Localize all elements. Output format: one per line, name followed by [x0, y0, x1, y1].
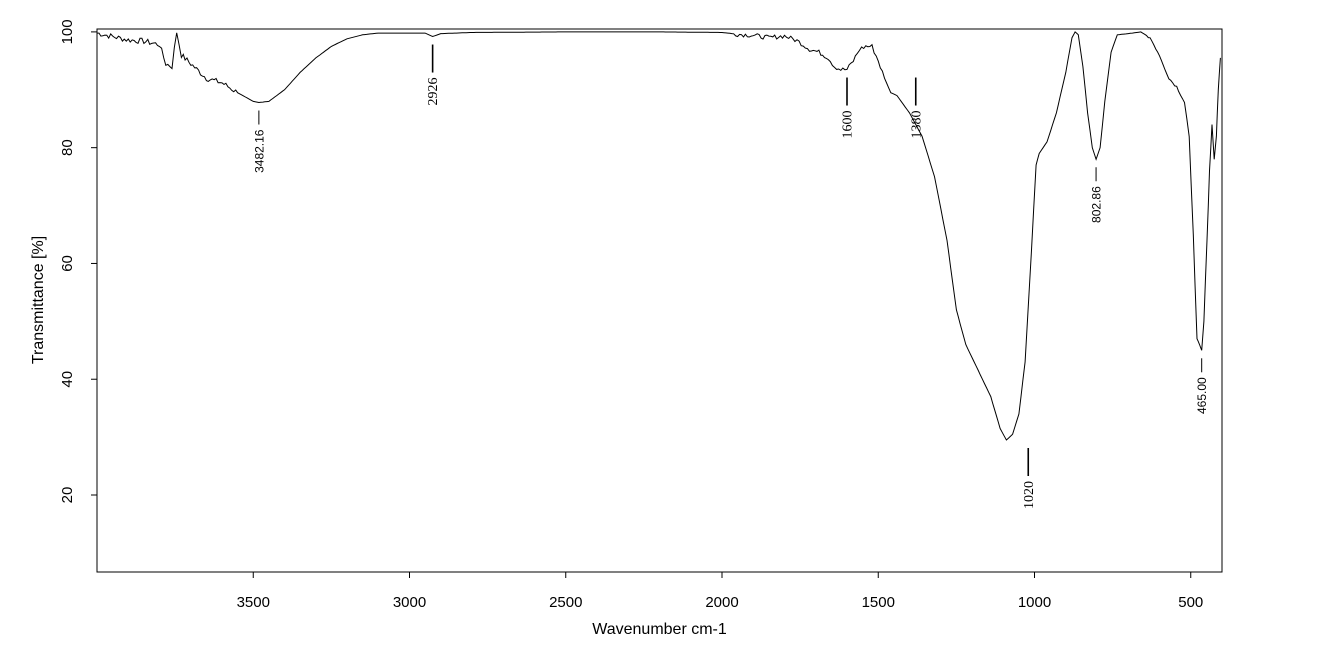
peak-label: 3482.16: [252, 129, 266, 173]
x-tick-label: 3500: [237, 594, 270, 611]
y-tick-label: 40: [59, 371, 76, 388]
y-tick-label: 20: [59, 487, 76, 504]
x-tick-label: 500: [1178, 594, 1203, 611]
y-tick-label: 60: [59, 255, 76, 272]
y-axis-ticks: 20 40 60 80 100: [59, 19, 97, 503]
plot-frame: [96, 28, 1223, 573]
peak-label: 2926: [426, 78, 441, 106]
x-tick-label: 1000: [1018, 594, 1051, 611]
x-axis-ticks: 3500 3000 2500 2000 1500 1000 500: [237, 572, 1203, 611]
x-tick-label: 1500: [862, 594, 895, 611]
peak-label: 1380: [909, 111, 924, 139]
y-tick-label: 100: [59, 19, 76, 44]
peak-annotations: 3482.16 2926 1600 1380 1020 802.86 465.00: [252, 44, 1209, 509]
y-tick-label: 80: [59, 139, 76, 156]
y-axis-title: Transmittance [%]: [30, 236, 47, 364]
x-tick-label: 3000: [393, 594, 426, 611]
x-tick-label: 2000: [705, 594, 738, 611]
peak-label: 465.00: [1195, 377, 1209, 414]
x-axis-title: Wavenumber cm-1: [592, 621, 727, 638]
peak-label: 802.86: [1090, 186, 1104, 223]
peak-label: 1600: [841, 111, 856, 139]
spectrum-line: [97, 31, 1221, 441]
peak-label: 1020: [1022, 481, 1037, 509]
x-tick-label: 2500: [549, 594, 582, 611]
